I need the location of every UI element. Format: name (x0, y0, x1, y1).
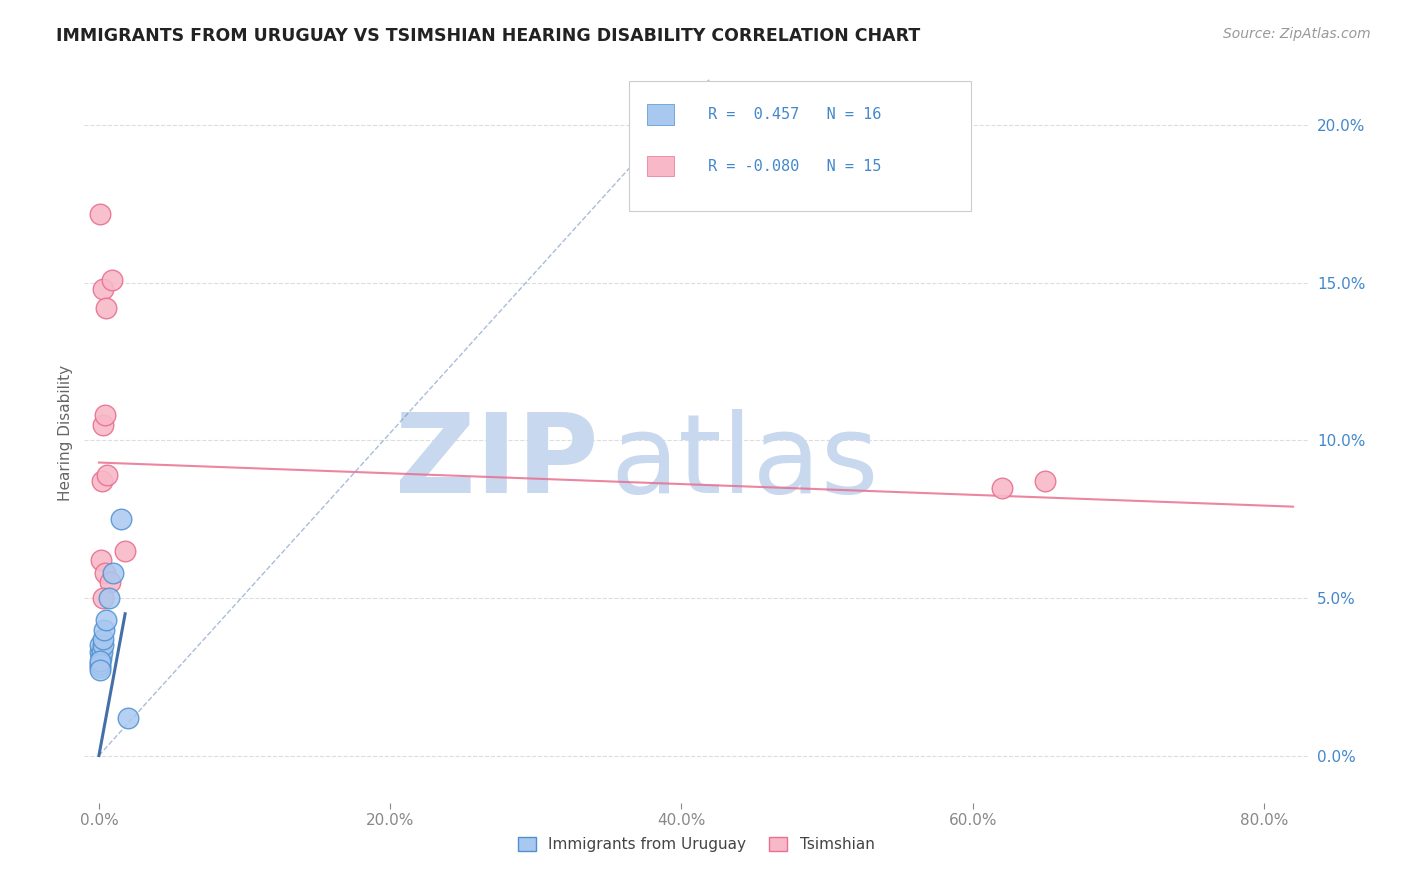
Point (91, 282, 114, 296)
Point (93, 566, 115, 580)
Point (89, 660, 111, 674)
Point (96, 468, 118, 483)
Point (96, 613, 118, 627)
Point (90, 553, 112, 567)
Y-axis label: Hearing Disability: Hearing Disability (58, 365, 73, 500)
Point (91, 591, 114, 605)
Point (89, 644, 111, 658)
Point (89, 654, 111, 668)
FancyBboxPatch shape (647, 156, 675, 177)
Point (89, 664, 111, 678)
Point (89, 657, 111, 672)
Point (1035, 475, 1057, 489)
Point (114, 543, 136, 558)
Point (117, 711, 139, 725)
Point (94, 409, 117, 423)
FancyBboxPatch shape (628, 81, 972, 211)
Point (991, 481, 1014, 495)
Point (110, 512, 132, 526)
Point (91, 417, 114, 432)
Text: R = -0.080   N = 15: R = -0.080 N = 15 (709, 159, 882, 174)
Point (91, 638, 114, 652)
FancyBboxPatch shape (647, 103, 675, 125)
Point (98, 591, 121, 605)
Point (90, 475, 112, 489)
Text: ZIP: ZIP (395, 409, 598, 516)
Text: Source: ZipAtlas.com: Source: ZipAtlas.com (1223, 27, 1371, 41)
Point (90, 651, 112, 665)
Text: R =  0.457   N = 16: R = 0.457 N = 16 (709, 107, 882, 122)
Point (89, 207, 111, 221)
Point (96, 301, 118, 315)
Text: atlas: atlas (610, 409, 879, 516)
Legend: Immigrants from Uruguay, Tsimshian: Immigrants from Uruguay, Tsimshian (512, 830, 880, 858)
Point (91, 632, 114, 646)
Point (93, 623, 115, 637)
Point (103, 566, 125, 580)
Text: IMMIGRANTS FROM URUGUAY VS TSIMSHIAN HEARING DISABILITY CORRELATION CHART: IMMIGRANTS FROM URUGUAY VS TSIMSHIAN HEA… (56, 27, 921, 45)
Point (101, 273, 124, 287)
Point (98, 575, 121, 590)
Point (90, 644, 112, 658)
Point (89, 638, 111, 652)
